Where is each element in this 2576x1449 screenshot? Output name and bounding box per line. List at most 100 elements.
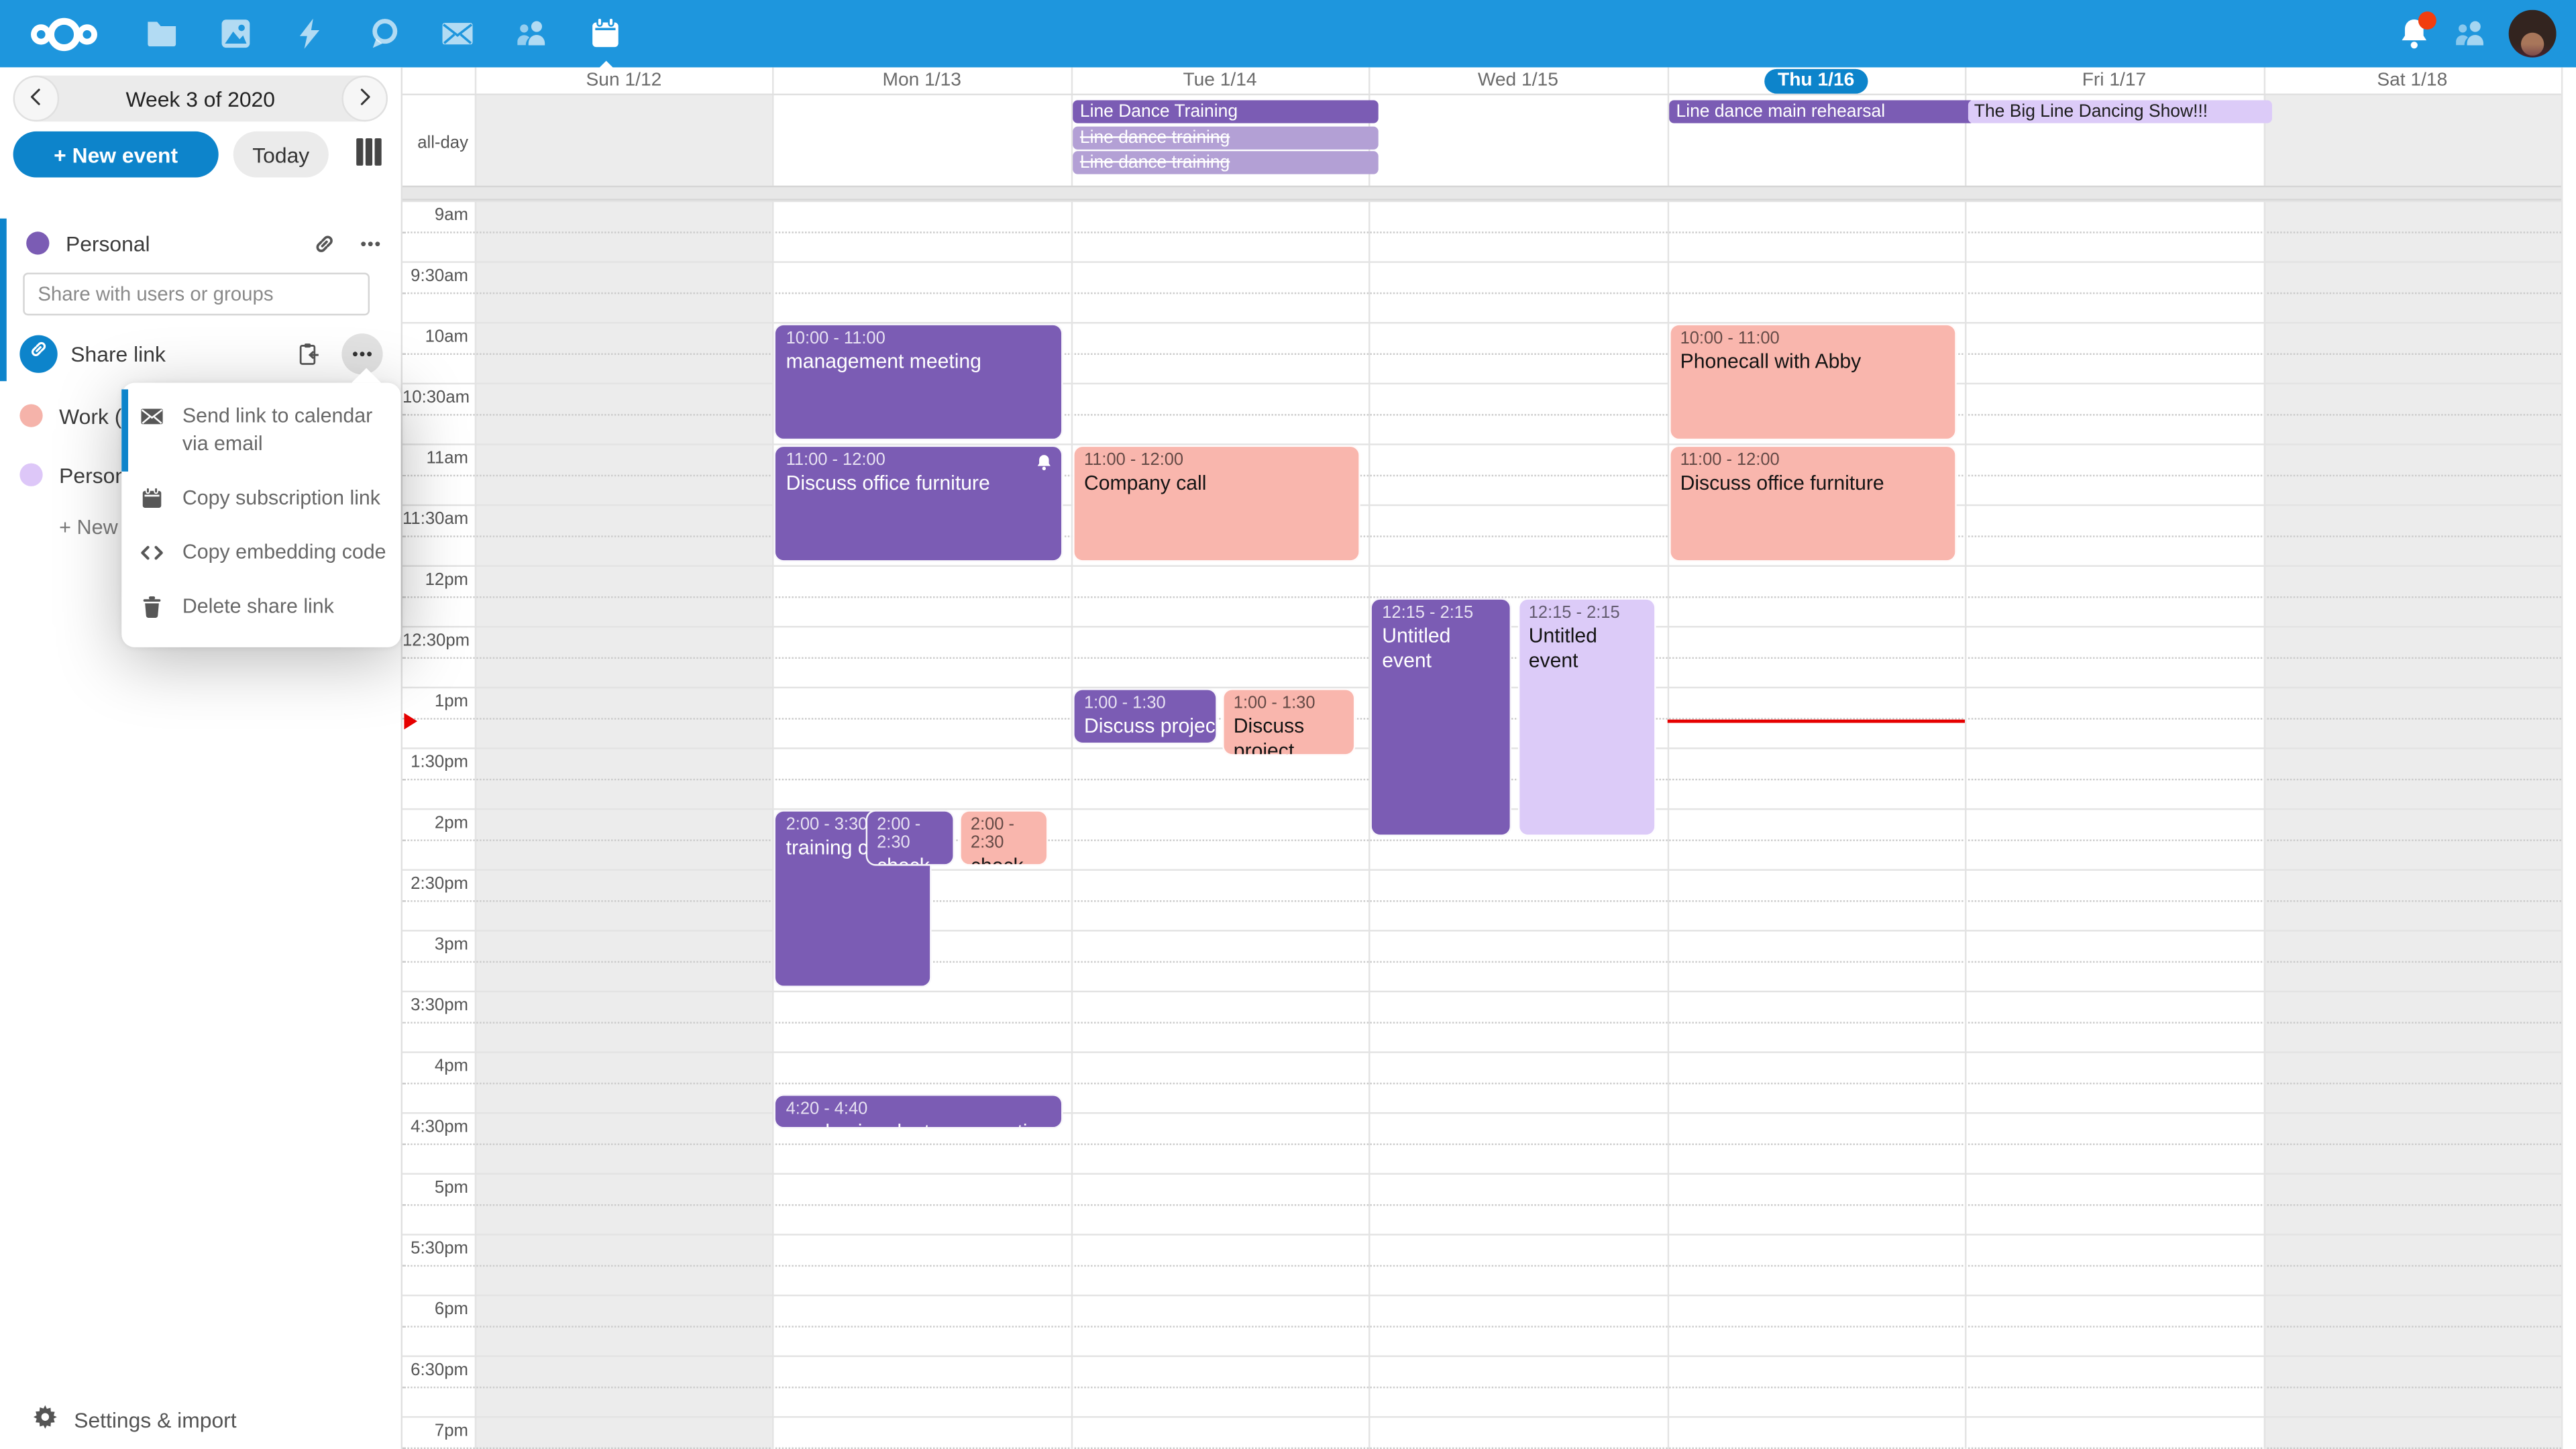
clipboard-icon	[296, 341, 321, 366]
view-toggle-button[interactable]	[348, 136, 388, 172]
app-photos-icon[interactable]	[219, 16, 253, 50]
event-time: 11:00 - 12:00	[786, 451, 885, 470]
copy-share-link-button[interactable]	[296, 341, 321, 366]
calendar-event[interactable]: 12:15 - 2:15 Untitled event	[1517, 597, 1656, 836]
all-day-label: all-day	[417, 133, 468, 153]
time-tick: 9:30am	[411, 266, 468, 286]
calendar-event[interactable]: 10:00 - 11:00 management meeting	[774, 323, 1063, 441]
slot-line	[402, 261, 2561, 263]
day-header-fri[interactable]: Fri 1/17	[1965, 67, 2263, 93]
column-line	[1965, 67, 1967, 1449]
calendar-event[interactable]: 11:00 - 12:00 Discuss office furniture	[774, 445, 1063, 562]
slot-line-dotted	[402, 291, 2561, 294]
time-tick: 3pm	[434, 934, 468, 955]
menu-item-delete-share-link[interactable]: Delete share link	[121, 580, 400, 634]
app-mail-icon[interactable]	[440, 16, 474, 50]
trash-icon	[140, 595, 164, 620]
event-title: purchasing dept conversation	[786, 1120, 1051, 1127]
calendar-event[interactable]: 10:00 - 11:00 Phonecall with Abby	[1668, 323, 1957, 441]
day-header-tue[interactable]: Tue 1/14	[1071, 67, 1368, 93]
menu-item-copy-subscription-link[interactable]: Copy subscription link	[121, 472, 400, 526]
weekend-shade	[474, 93, 773, 1449]
day-header-wed[interactable]: Wed 1/15	[1369, 67, 1667, 93]
slot-line	[402, 504, 2561, 506]
share-link-badge	[19, 334, 58, 372]
all-day-event[interactable]: Line Dance Training	[1073, 100, 1379, 123]
column-line	[773, 67, 775, 1449]
next-week-button[interactable]	[341, 75, 388, 122]
reminder-bell-icon	[1034, 453, 1053, 472]
new-event-button[interactable]: + New event	[13, 131, 219, 178]
slot-line	[402, 1051, 2561, 1053]
app-calendar-icon[interactable]	[588, 16, 623, 72]
day-header-sat[interactable]: Sat 1/18	[2263, 67, 2561, 93]
contacts-menu-button[interactable]	[2453, 16, 2487, 50]
column-line	[2263, 67, 2265, 1449]
link-icon	[28, 338, 50, 368]
settings-import-button[interactable]: Settings & import	[33, 1405, 237, 1434]
calendar-name: Personal	[65, 231, 150, 256]
popover-arrow	[352, 368, 382, 383]
day-header-mon[interactable]: Mon 1/13	[773, 67, 1071, 93]
time-tick: 4pm	[434, 1056, 468, 1077]
calendar-event[interactable]: 4:20 - 4:40 purchasing dept conversation	[774, 1093, 1063, 1130]
share-link-actions-button[interactable]	[341, 332, 383, 374]
all-day-event[interactable]: Line dance main rehearsal	[1669, 100, 1974, 123]
contacts-icon	[2453, 16, 2487, 50]
slot-line-dotted	[402, 839, 2561, 841]
all-day-event[interactable]: Line dance training	[1073, 151, 1379, 174]
today-pill: Thu 1/16	[1764, 68, 1868, 93]
calendar-event[interactable]: 11:00 - 12:00 Discuss office furniture	[1668, 445, 1957, 562]
event-title: check-in	[877, 854, 936, 866]
day-header-sun[interactable]: Sun 1/12	[475, 67, 773, 93]
notifications-button[interactable]	[2397, 11, 2436, 50]
slot-line-dotted	[402, 1081, 2561, 1084]
time-tick: 11am	[426, 448, 468, 468]
slot-line	[402, 930, 2561, 932]
chevron-left-icon	[25, 85, 48, 113]
share-calendar-button[interactable]	[312, 231, 337, 256]
calendar-color-dot	[19, 404, 43, 427]
app-contacts-icon[interactable]	[515, 16, 549, 50]
calendar-event[interactable]: 12:15 - 2:15 Untitled event	[1371, 597, 1513, 836]
app-files-icon[interactable]	[145, 16, 179, 50]
scrollbar-gutter	[2561, 67, 2576, 1449]
nextcloud-logo-icon[interactable]	[26, 14, 102, 54]
slot-line	[402, 565, 2561, 567]
sidebar: Week 3 of 2020 + New event Today Persona…	[0, 67, 402, 1449]
share-input[interactable]	[23, 272, 370, 316]
all-day-event[interactable]: Line dance training	[1073, 125, 1379, 149]
day-header-thu[interactable]: Thu 1/16	[1667, 67, 1965, 93]
time-tick: 4:30pm	[411, 1117, 468, 1137]
app-talk-icon[interactable]	[366, 16, 400, 50]
menu-item-send-link-to-calendar-via-email[interactable]: Send link to calendar via email	[121, 389, 400, 472]
user-avatar[interactable]	[2508, 9, 2557, 58]
new-calendar-button[interactable]: + New c	[59, 515, 134, 539]
column-line	[474, 67, 477, 1449]
code-icon	[140, 541, 164, 566]
today-button[interactable]: Today	[233, 131, 329, 178]
calendar-color-dot	[19, 463, 43, 486]
menu-item-copy-embedding-code[interactable]: Copy embedding code	[121, 526, 400, 580]
calendar-item-personal[interactable]: Personal	[7, 219, 401, 268]
previous-week-button[interactable]	[13, 75, 60, 122]
all-day-event[interactable]: The Big Line Dancing Show!!!	[1967, 100, 2273, 123]
app-activity-icon[interactable]	[292, 16, 327, 50]
calendar-event[interactable]: 11:00 - 12:00 Company call	[1072, 445, 1361, 562]
calendar-actions-button[interactable]	[358, 231, 383, 256]
slot-line	[402, 1294, 2561, 1297]
event-time: 10:00 - 11:00	[1680, 330, 1780, 349]
event-title: Phonecall with Abby	[1680, 350, 1862, 373]
week-label: Week 3 of 2020	[125, 86, 275, 111]
time-tick: 3:30pm	[411, 996, 468, 1016]
week-view-grid[interactable]: Sun 1/12 Mon 1/13 Tue 1/14 Wed 1/15 Thu 1/16…	[402, 67, 2576, 1449]
slot-line-dotted	[402, 535, 2561, 537]
topbar-right	[2397, 9, 2576, 58]
event-time: 1:00 - 1:30	[1233, 694, 1316, 713]
calendar-item-personal-expanded: Personal Share link	[0, 218, 401, 382]
day-header-label: Sat 1/18	[2377, 70, 2448, 91]
